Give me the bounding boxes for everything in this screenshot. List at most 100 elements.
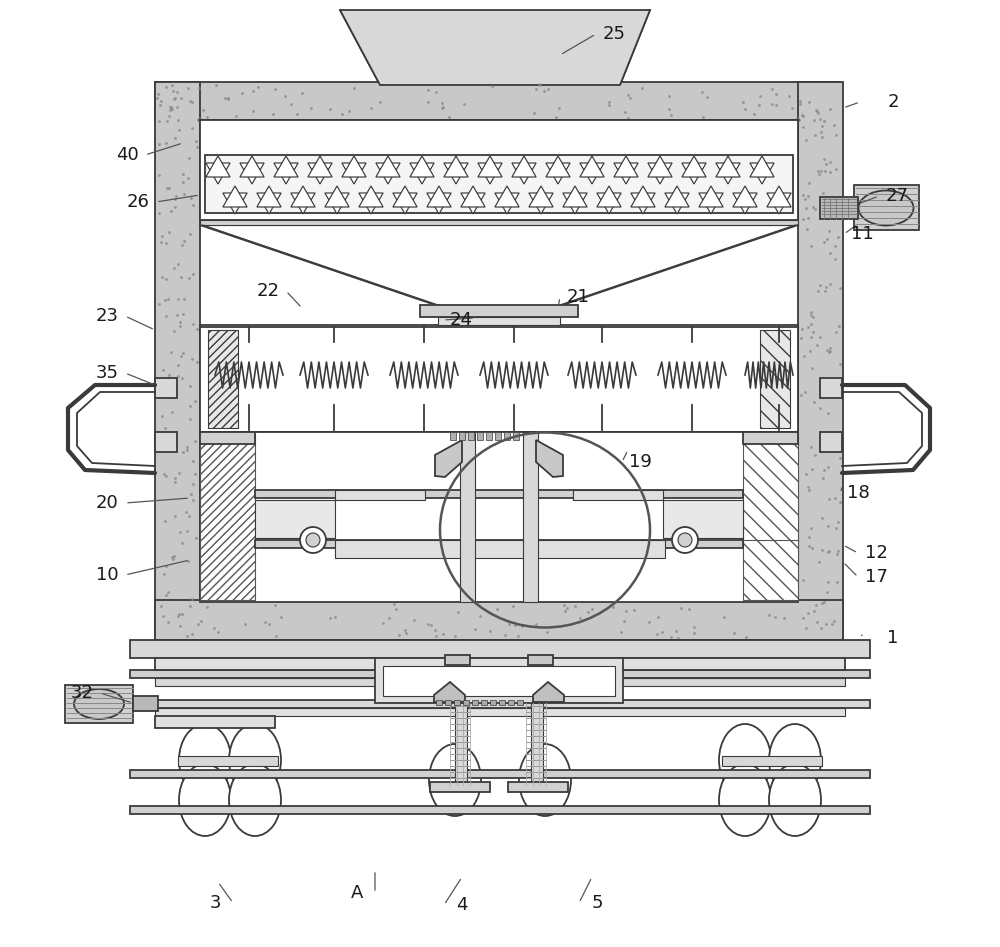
Point [167,474,183,490]
Point [166,92,182,107]
Point [668,623,684,638]
Point [818,616,834,632]
Text: A: A [351,884,363,902]
Polygon shape [495,186,519,207]
Point [797,191,813,206]
Point [273,609,289,624]
Point [830,543,846,558]
Point [423,617,439,633]
Point [828,324,844,339]
Point [831,318,847,333]
Polygon shape [206,156,230,177]
Bar [155,678,845,686]
Point [428,629,444,644]
Point [155,608,171,623]
Point [181,151,197,166]
Point [827,379,843,394]
Point [167,199,183,214]
Bar [573,490,663,500]
Point [830,229,846,244]
Point [803,307,819,322]
Point [798,467,814,482]
Point [686,619,702,634]
Point [816,234,832,249]
Point [154,269,170,284]
Point [170,257,186,272]
Point [156,466,172,481]
Bar [445,700,451,705]
Point [277,88,293,103]
Bar [508,700,514,705]
Point [189,354,205,369]
Text: 12: 12 [865,544,887,562]
Bar [155,716,275,728]
Polygon shape [342,156,366,177]
Point [173,91,189,106]
Point [158,235,174,250]
Bar [508,782,568,792]
Point [170,292,186,307]
Point [548,110,564,125]
Point [153,598,169,613]
Point [820,545,836,560]
Point [472,609,488,624]
Polygon shape [682,156,706,177]
Point [420,95,436,110]
Polygon shape [529,186,553,207]
Point [805,310,821,325]
Polygon shape [359,193,383,214]
Point [228,109,244,124]
Point [187,434,203,449]
Polygon shape [563,193,587,214]
Polygon shape [631,193,655,214]
Bar [155,82,200,642]
Point [188,134,204,149]
Polygon shape [376,156,400,177]
Point [191,80,207,96]
Text: 32: 32 [70,684,94,702]
Bar [481,700,487,705]
Bar [445,655,470,665]
Point [185,266,201,281]
Point [795,119,811,134]
Point [670,630,686,645]
Text: 11: 11 [851,225,873,243]
Point [826,613,842,628]
Point [171,122,187,137]
Point [605,599,621,615]
Point [167,509,183,524]
Polygon shape [733,186,757,207]
Point [165,83,181,98]
Point [169,99,185,115]
Point [267,598,283,613]
Bar [490,700,496,705]
Point [283,97,299,112]
Ellipse shape [519,744,571,816]
Point [531,77,547,92]
Point [182,94,198,109]
Point [810,164,826,179]
Point [170,368,186,384]
Point [151,168,167,183]
Point [183,486,199,501]
Bar [200,435,255,600]
Point [170,608,186,623]
Point [179,439,195,455]
Text: 4: 4 [456,896,468,914]
Text: 17: 17 [865,568,887,586]
Point [809,614,825,629]
Ellipse shape [179,764,231,836]
Bar [528,655,553,665]
Point [497,628,513,643]
Point [158,587,174,602]
Point [528,81,544,97]
Point [536,83,552,98]
Bar [438,317,560,325]
Bar [155,82,840,120]
Text: 23: 23 [96,307,119,325]
Polygon shape [393,193,417,214]
Point [265,106,281,121]
Polygon shape [546,163,570,184]
Polygon shape [597,186,621,207]
Bar [504,432,510,440]
